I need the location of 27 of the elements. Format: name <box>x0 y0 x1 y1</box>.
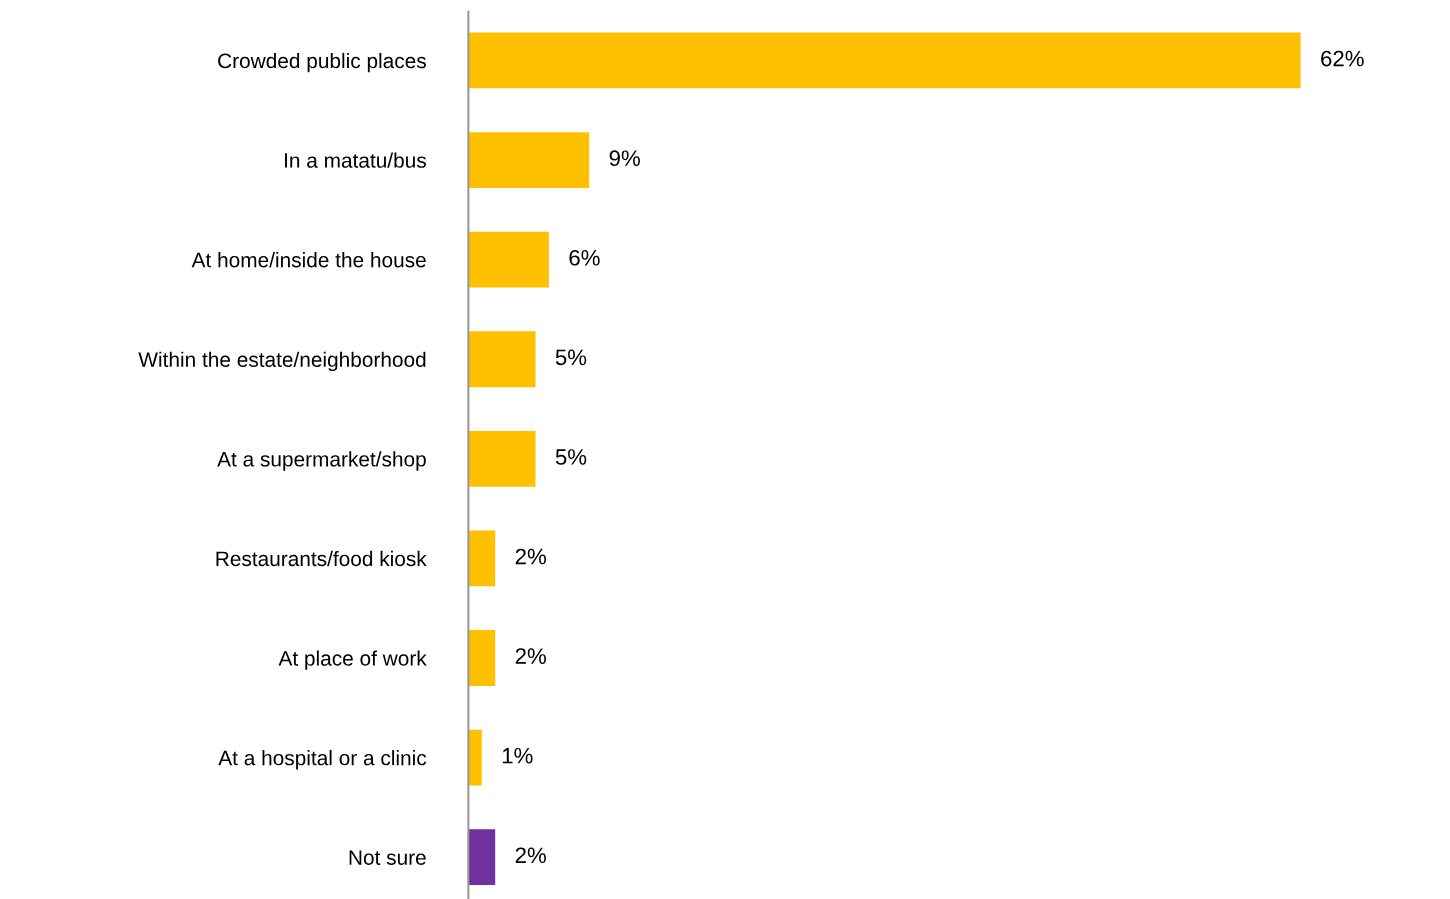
data-label: 2% <box>515 548 546 565</box>
bar <box>468 132 590 188</box>
data-label: 5% <box>555 449 587 465</box>
bar <box>468 231 549 288</box>
y-tick-label: Restaurants/food kiosk <box>216 550 427 567</box>
bar <box>468 32 1301 89</box>
data-label: 62% <box>1321 50 1364 67</box>
data-label: 1% <box>502 747 533 764</box>
y-tick-label: At place of work <box>278 650 427 670</box>
data-label: 2% <box>515 847 546 864</box>
y-tick-label: At a hospital or a clinic <box>218 750 427 770</box>
bar <box>468 729 482 786</box>
bar <box>468 630 496 686</box>
y-tick-label: Crowded public places <box>218 52 426 73</box>
bar <box>468 430 536 487</box>
data-label: 6% <box>569 249 600 266</box>
data-label: 2% <box>515 648 546 664</box>
bar <box>468 331 536 388</box>
y-tick-label: Within the estate/neighborhood <box>138 351 426 372</box>
data-label: 9% <box>609 150 640 167</box>
bar <box>468 829 496 886</box>
y-tick-label: At home/inside the house <box>191 252 426 268</box>
y-tick-label: In a matatu/bus <box>285 152 426 168</box>
y-tick-label: At a supermarket/shop <box>217 451 426 471</box>
bar <box>468 530 496 587</box>
y-tick-label: Not sure <box>349 850 426 865</box>
data-label: 5% <box>555 349 587 366</box>
